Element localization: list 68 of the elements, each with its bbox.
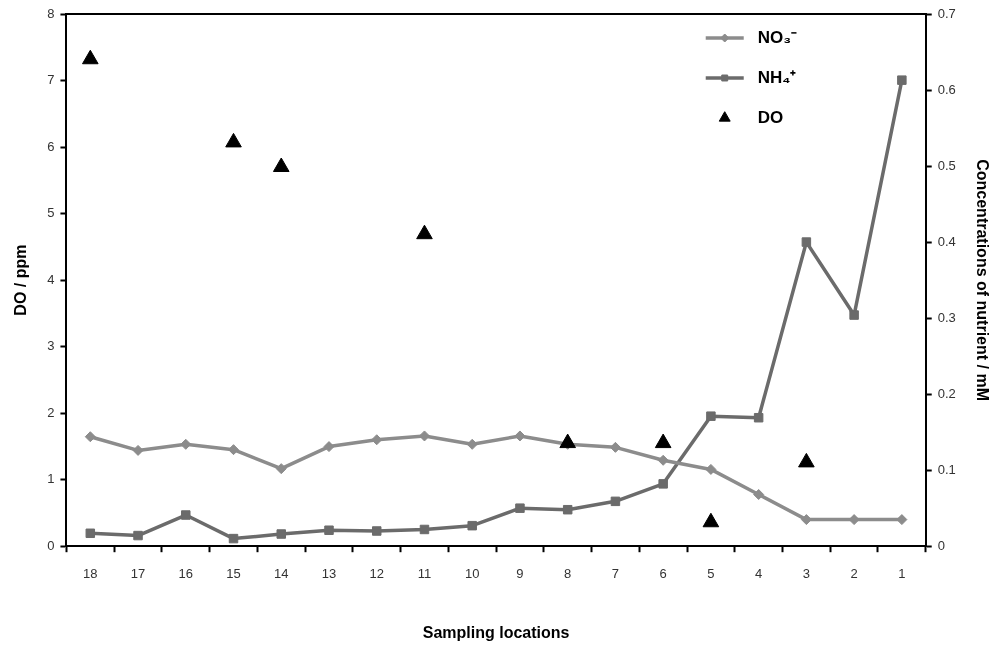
- x-tick-label: 8: [564, 565, 572, 581]
- x-tick-label: 3: [802, 565, 810, 581]
- x-tick-label: 5: [707, 565, 715, 581]
- point: [84, 431, 96, 443]
- point: [753, 412, 764, 423]
- y-tick-label: 8: [47, 5, 55, 21]
- point: [275, 463, 287, 475]
- y-tick-label: 4: [47, 271, 55, 287]
- point: [371, 526, 382, 536]
- y2-tick-label: 0.5: [937, 157, 956, 173]
- y2-tick-label: 0.3: [937, 309, 956, 325]
- point: [228, 533, 239, 544]
- x-tick-label: 2: [850, 565, 858, 581]
- x-tick-label: 6: [659, 565, 667, 581]
- y2-axis-title: Concentrations of nutrient / mM: [973, 159, 991, 401]
- x-tick-label: 7: [611, 565, 620, 581]
- point: [323, 441, 335, 453]
- point: [706, 411, 716, 421]
- point: [133, 530, 143, 541]
- point: [466, 438, 478, 450]
- point: [658, 479, 668, 489]
- point: [610, 496, 621, 507]
- point: [897, 75, 907, 85]
- y-tick-label: 3: [47, 338, 55, 354]
- x-tick-label: 9: [516, 565, 524, 581]
- x-tick-label: 1: [898, 565, 906, 581]
- point: [419, 524, 430, 535]
- y2-tick-label: 0.7: [937, 5, 956, 21]
- x-tick-label: 15: [226, 565, 241, 581]
- legend-label: NO₃⁻: [757, 27, 798, 47]
- legend-label: NH₄⁺: [757, 67, 797, 87]
- x-tick-label: 17: [130, 565, 146, 581]
- x-tick-label: 12: [369, 565, 384, 581]
- point: [801, 237, 812, 247]
- y2-tick-label: 0.1: [937, 461, 956, 477]
- y-axis-title: DO / ppm: [12, 244, 30, 316]
- point: [85, 528, 96, 539]
- y-tick-label: 2: [47, 404, 55, 420]
- point: [181, 510, 191, 520]
- x-tick-label: 18: [83, 565, 98, 581]
- x-tick-label: 16: [178, 565, 194, 581]
- point: [705, 463, 717, 475]
- x-axis-title: Sampling locations: [422, 623, 570, 641]
- point: [515, 503, 525, 513]
- y-tick-label: 7: [47, 72, 55, 88]
- y-tick-label: 0: [47, 537, 55, 553]
- point: [228, 444, 240, 456]
- point: [562, 504, 573, 515]
- y2-tick-label: 0.4: [937, 233, 956, 249]
- y2-tick-label: 0.2: [937, 385, 956, 401]
- point: [849, 310, 859, 320]
- x-tick-label: 13: [321, 565, 337, 581]
- point: [276, 529, 286, 539]
- point: [657, 454, 669, 466]
- y-tick-label: 6: [47, 138, 55, 154]
- x-tick-label: 14: [274, 565, 289, 581]
- x-tick-label: 11: [417, 565, 432, 581]
- x-tick-label: 10: [464, 565, 480, 581]
- x-tick-label: 4: [755, 565, 763, 581]
- legend-label: DO: [757, 107, 784, 127]
- point: [324, 525, 334, 535]
- point: [753, 489, 765, 500]
- point: [132, 444, 144, 456]
- y-tick-label: 1: [47, 471, 55, 487]
- y-tick-label: 5: [47, 205, 55, 221]
- y2-tick-label: 0: [937, 537, 945, 553]
- y2-tick-label: 0.6: [937, 81, 956, 97]
- point: [467, 520, 477, 531]
